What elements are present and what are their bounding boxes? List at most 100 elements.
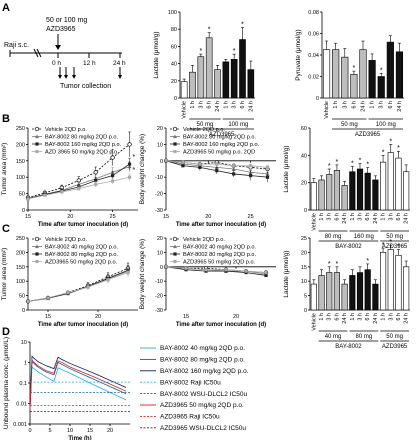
D_pk-ytick-label-4: 10 [21,340,27,346]
B_lactate-bar-1 [318,179,325,211]
B_bodyweight-xlabel: Time after tumor inoculation (d) [176,222,266,228]
C_tumor-legend-label-1: BAY-8002 40 mg/kg 2QD p.o. [45,245,119,251]
B_lactate-bar-4 [341,185,348,211]
B_bodyweight-ytick-label-1: -20 [155,192,163,198]
A_lactate-category-3: 6 h [207,101,213,109]
B_lactate-sig-5: * [351,160,354,167]
D_pk-legend-label-4: BAY-8002 WSU-DLCL2 IC50u [160,391,247,398]
A_lactate-sig-2: * [199,48,202,55]
C_bodyweight-xtick-label-0: 15 [183,314,189,320]
B_tumor-series-2-point-4 [94,178,98,183]
C_lactate-bar-6 [356,272,364,311]
A_pyruvate-category-2: 3 h [342,101,348,109]
A_lactate-ytick-label-2: 40 [171,62,177,68]
C_lactate-ylabel: Lactate (μmol/g) [283,250,290,297]
A_pyruvate-category-1: 1 h [333,101,339,109]
C_bodyweight-series-0-line [165,266,267,273]
C_lactate-bar-10 [387,249,394,311]
B_tumor-xtick-label-1: 20 [67,214,73,220]
C_lactate-category-8: 24 h [373,313,379,324]
A_pyruvate-ytick-label-3: 0.06 [308,32,319,38]
C_bodyweight-ytick-label-0: -30 [155,308,163,314]
C_tumor-ytick-label-5: 250 [16,236,25,242]
D_pk-xtick-label-3: 15 [87,428,93,434]
A_pyruvate-category-5: 1 h [370,101,376,109]
B_tumor-xtick-label-2: 25 [110,214,116,220]
B_lactate-sig-6: * [359,158,362,165]
A_lactate-ytick-label-0: 0 [174,96,177,102]
timeline-break-2 [36,48,42,58]
C_lactate-bar-0 [310,283,317,311]
A_lactate-bar-3 [205,37,213,99]
B_tumor-series-0-point-4 [93,170,98,175]
A_lactate-ylabel: Lactate (μmol/g) [153,31,160,78]
B_lactate-ytick-label-0: 0 [304,208,307,214]
A_lactate-bar-4 [214,69,221,99]
C_bodyweight-legend-label-2: BAY-8002 80 mg/kg 2QD p.o. [183,252,257,258]
C_bodyweight-ytick-label-3: 0 [160,265,163,271]
A_lactate-category-7: 6 h [240,101,246,109]
B_lactate-bar-12 [403,171,410,211]
A_pyruvate-bar-1 [332,49,340,99]
B_lactate-sig-7: * [366,162,369,169]
A_pyruvate-bar-4 [359,49,367,99]
B_bodyweight-series-2-point-3 [215,169,219,173]
C_tumor-series-3-point-0 [26,299,30,303]
C_tumor-ytick-label-2: 100 [16,279,25,285]
A_pyruvate-group-title: AZD3965 [355,132,381,138]
C_tumor-xtick-label-1: 20 [95,314,101,320]
B_lactate-group-label-2: 50 mg [386,234,403,240]
A_pyruvate-sig-3: * [353,65,356,72]
schema-drug: AZD3965 [46,26,76,33]
B_bodyweight-series-2-point-6 [265,175,270,179]
B_lactate-sig-9: * [382,149,385,156]
A_lactate-sig-7: * [241,21,244,28]
B_tumor-series-0-point-6 [127,142,132,147]
D_pk-legend-label-2: BAY-8002 160 mg/kg 2QD p.o. [160,368,249,375]
B_lactate-sig-3: * [336,159,339,166]
B_lactate-ytick-label-2: 40 [301,153,307,159]
A_lactate-group-label-0: 50 mg [197,122,214,128]
dosing-arrowhead [55,45,61,50]
C_lactate-category-11: 6 h [396,313,402,321]
C_bodyweight-legend-label-0: Vehicle 2QD p.o. [183,237,225,243]
A_lactate-category-4: 24 h [215,101,221,112]
B_bodyweight-series-2-point-1 [181,164,185,168]
A_pyruvate-sig-6: * [380,67,383,74]
C_bodyweight-series-3-point-4 [244,269,248,273]
timeline-break-1 [33,48,39,58]
B_bodyweight-ytick-label-3: 0 [160,159,163,165]
C_lactate-ytick-label-1: 5 [304,294,307,300]
B_tumor-series-3-point-0 [26,197,30,201]
C_lactate-bar-11 [395,254,402,311]
B_tumor-ytick-label-3: 150 [16,159,25,165]
C_lactate-bar-12 [403,266,410,311]
B_bodyweight-ylabel: Body weight change (%) [139,134,146,204]
panel-letter-d: D [2,326,10,338]
B_tumor-series-3-point-2 [60,190,64,194]
B_lactate-category-2: 3 h [327,213,333,221]
B_lactate-bar-7 [364,172,371,211]
A_lactate-category-0: Vehicle [182,101,188,119]
B_tumor-legend-marker-0 [34,126,40,132]
D_pk-xtick-label-2: 10 [67,428,73,434]
D_pk-ytick-label-0: 0.001 [13,422,27,428]
B_tumor-series-2-point-5 [111,173,115,178]
C_lactate-sig-10: * [389,239,392,246]
A_lactate-bar-2 [197,56,205,99]
D_pk-legend-label-7: AZD3965 WSU-DLCL2 IC50u [160,425,246,432]
D_pk-xtick-label-1: 5 [48,428,51,434]
B_bodyweight-series-1-point-4 [231,167,236,171]
A_lactate-bar-0 [180,81,188,99]
time-label-12h: 12 h [83,60,96,67]
B_lactate-bar-0 [310,182,317,211]
panel-letter-a: A [2,2,10,14]
B_bodyweight-series-3-point-0 [164,159,168,163]
B_lactate-category-6: 3 h [358,213,364,221]
A_lactate-bar-5 [222,61,230,99]
C_lactate-sig-11: * [397,244,400,251]
A_lactate-ytick-label-4: 80 [171,27,177,33]
